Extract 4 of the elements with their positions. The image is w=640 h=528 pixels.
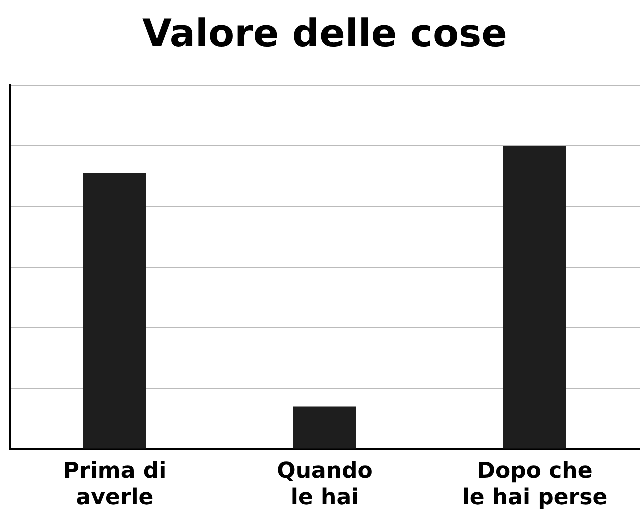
x-tick-label: Quando le hai: [277, 459, 373, 511]
chart-title: Valore delle cose: [142, 12, 508, 56]
x-tick-label: Dopo che le hai perse: [462, 459, 608, 511]
x-tick-label: Prima di averle: [63, 459, 167, 511]
